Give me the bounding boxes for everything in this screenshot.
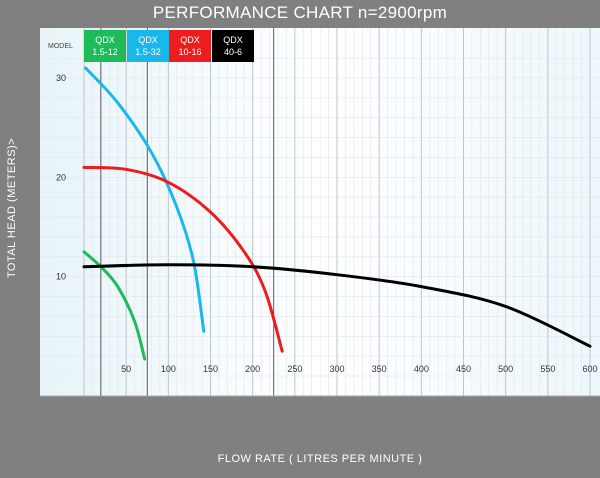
legend-header: MODEL xyxy=(48,43,73,50)
x-tick-label: 400 xyxy=(414,364,429,374)
series-line xyxy=(82,263,592,348)
x-tick-label: 450 xyxy=(456,364,471,374)
legend-swatch xyxy=(84,30,126,62)
x-tick-label: 150 xyxy=(203,364,218,374)
x-tick-label: 550 xyxy=(540,364,555,374)
x-tick-label: 50 xyxy=(121,364,131,374)
legend-label: QDX xyxy=(180,35,200,45)
x-tick-label: 100 xyxy=(161,364,176,374)
x-tick-label: 300 xyxy=(329,364,344,374)
legend-label: QDX xyxy=(138,35,158,45)
x-tick-label: 600 xyxy=(582,364,597,374)
x-tick-label: 200 xyxy=(245,364,260,374)
legend-swatch xyxy=(127,30,169,62)
x-tick-label: 350 xyxy=(372,364,387,374)
x-tick-label: 250 xyxy=(287,364,302,374)
series-line xyxy=(82,165,284,353)
x-axis-label: FLOW RATE ( LITRES PER MINUTE ) xyxy=(217,453,423,465)
y-tick-label: 30 xyxy=(56,73,66,83)
y-tick-label: 20 xyxy=(56,172,66,182)
series-line xyxy=(82,250,147,361)
legend-label: 1.5-32 xyxy=(135,47,161,57)
legend-label: 40-6 xyxy=(224,47,242,57)
legend-label: QDX xyxy=(223,35,243,45)
legend-label: 1.5-12 xyxy=(92,47,118,57)
legend-label: QDX xyxy=(95,35,115,45)
x-tick-label: 500 xyxy=(498,364,513,374)
legend-swatch xyxy=(212,30,254,62)
y-tick-label: 10 xyxy=(56,272,66,282)
chart-title: PERFORMANCE CHART n=2900rpm xyxy=(152,3,448,22)
legend-label: 10-16 xyxy=(178,47,201,57)
legend-swatch xyxy=(169,30,211,62)
